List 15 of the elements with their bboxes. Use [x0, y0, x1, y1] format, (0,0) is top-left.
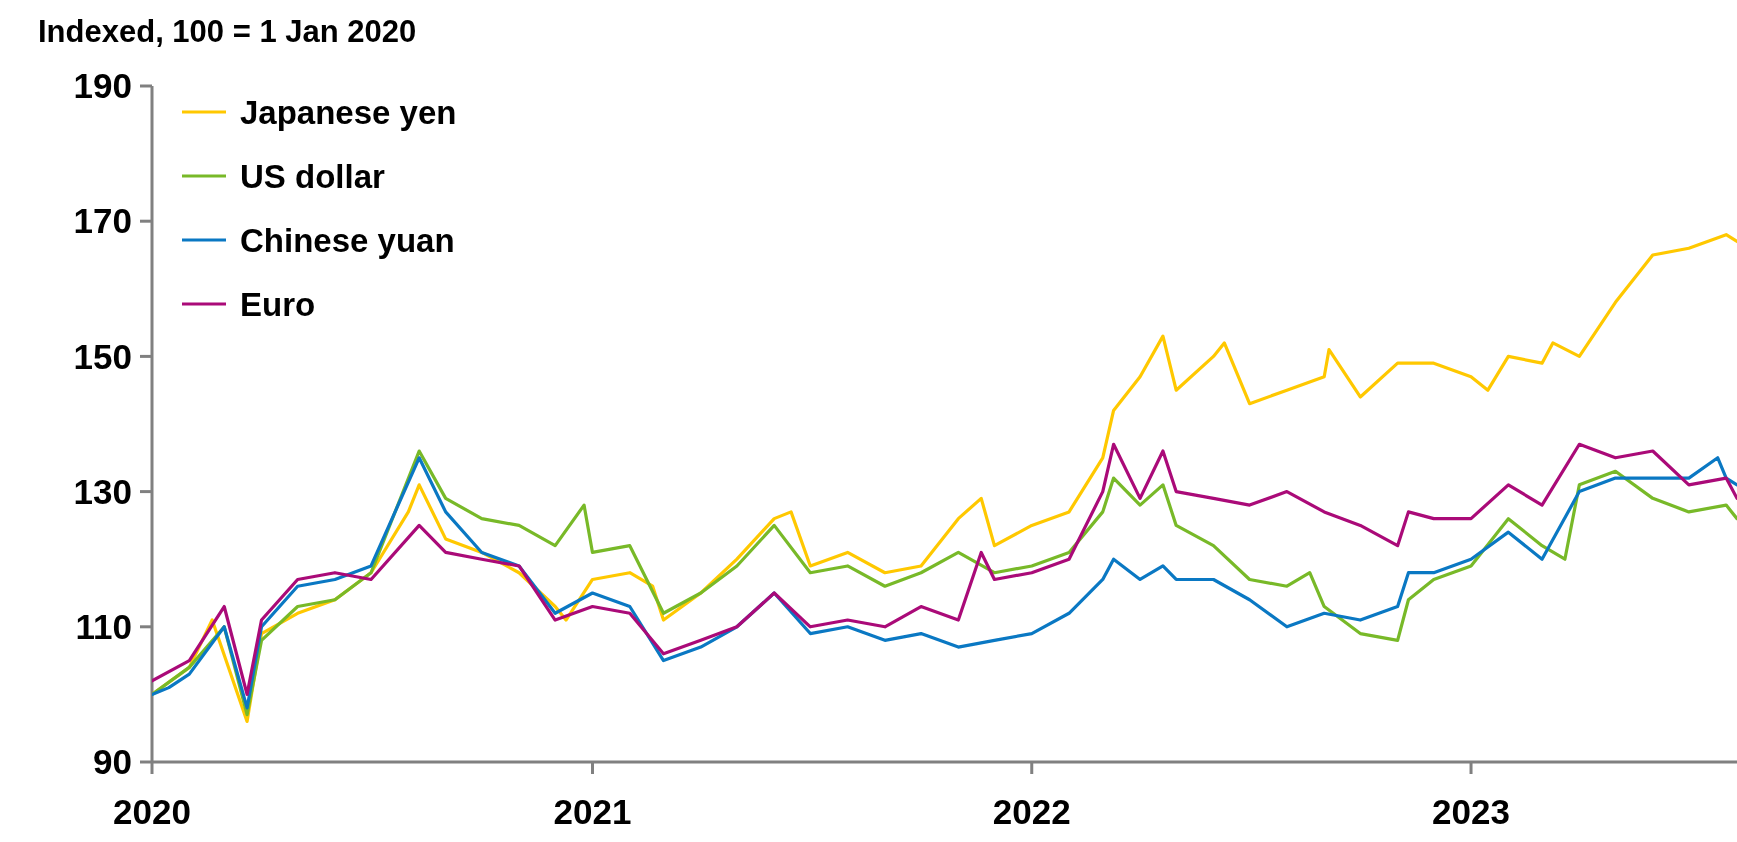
y-tick-label: 190	[73, 66, 132, 106]
y-tick-label: 130	[73, 471, 132, 511]
y-axis-title: Indexed, 100 = 1 Jan 2020	[38, 14, 417, 49]
legend-label: Japanese yen	[240, 93, 457, 131]
legend-label: US dollar	[240, 157, 386, 195]
y-tick-label: 110	[75, 607, 132, 647]
y-tick-label: 90	[93, 742, 132, 782]
legend-label: Chinese yuan	[240, 221, 455, 259]
y-tick-label: 150	[73, 336, 132, 376]
x-tick-label: 2021	[553, 792, 632, 831]
y-tick-label: 170	[73, 201, 132, 241]
x-tick-label: 2020	[113, 792, 191, 831]
x-tick-label: 2022	[992, 792, 1071, 831]
legend-label: Euro	[240, 285, 316, 323]
x-tick-label: 2023	[1432, 792, 1510, 831]
